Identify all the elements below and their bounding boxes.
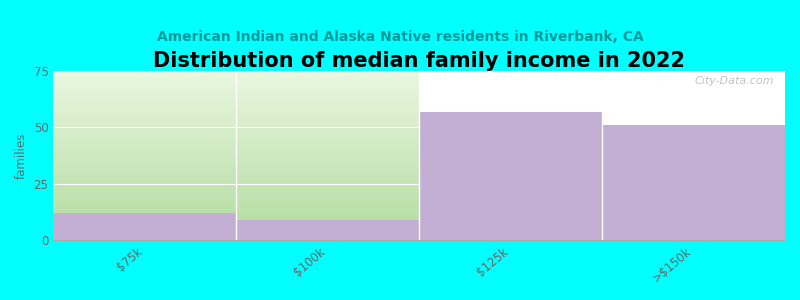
Y-axis label: families: families	[15, 133, 28, 179]
Bar	[602, 125, 785, 240]
Title: Distribution of median family income in 2022: Distribution of median family income in …	[153, 51, 685, 71]
Text: American Indian and Alaska Native residents in Riverbank, CA: American Indian and Alaska Native reside…	[157, 30, 643, 44]
Bar	[54, 213, 236, 240]
Bar	[236, 220, 419, 240]
Text: City-Data.com: City-Data.com	[694, 76, 774, 86]
Bar	[419, 71, 785, 240]
Bar	[419, 112, 602, 240]
